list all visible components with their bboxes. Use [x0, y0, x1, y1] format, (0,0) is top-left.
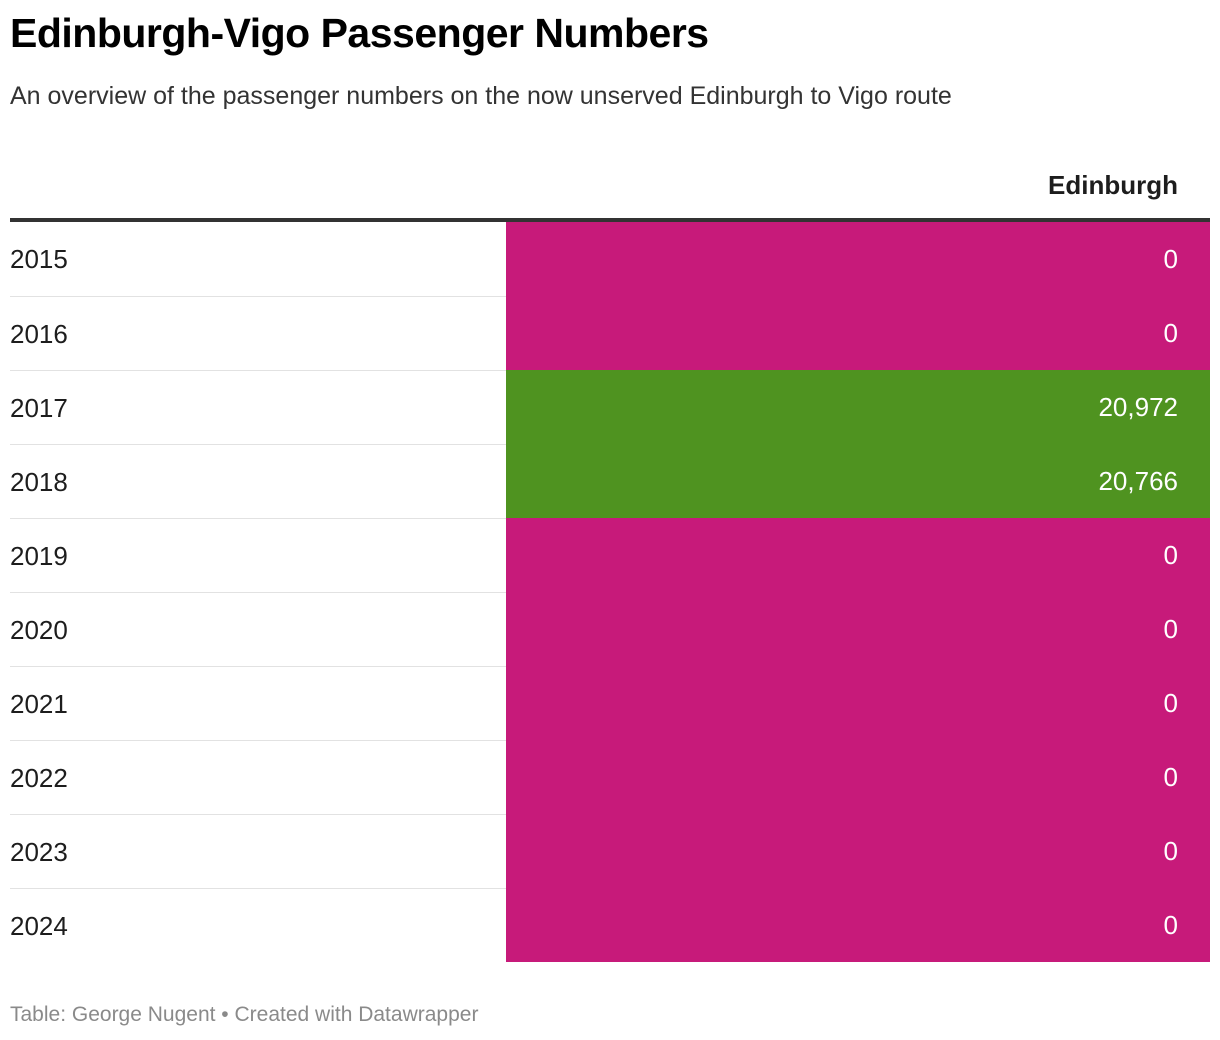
column-header-edinburgh[interactable]: Edinburgh [1048, 170, 1178, 200]
value-cell: 0 [506, 740, 1210, 814]
year-cell: 2017 [10, 370, 506, 444]
value-cell: 20,766 [506, 444, 1210, 518]
table-row: 2022 0 [10, 740, 1210, 814]
value-cell: 0 [506, 814, 1210, 888]
chart-title: Edinburgh-Vigo Passenger Numbers [10, 10, 709, 56]
table-row: 2019 0 [10, 518, 1210, 592]
table-row: 2021 0 [10, 666, 1210, 740]
table-header: Edinburgh [10, 150, 1210, 222]
year-cell: 2023 [10, 814, 506, 888]
year-cell: 2021 [10, 666, 506, 740]
value-cell: 0 [506, 518, 1210, 592]
table-body: 2015 0 2016 0 2017 20,972 2018 20,766 20… [10, 222, 1210, 962]
value-cell: 0 [506, 888, 1210, 962]
chart-subtitle: An overview of the passenger numbers on … [10, 82, 952, 110]
table-row: 2017 20,972 [10, 370, 1210, 444]
year-cell: 2018 [10, 444, 506, 518]
table-row: 2024 0 [10, 888, 1210, 962]
year-cell: 2016 [10, 296, 506, 370]
table-row: 2018 20,766 [10, 444, 1210, 518]
value-cell: 20,972 [506, 370, 1210, 444]
table-row: 2015 0 [10, 222, 1210, 296]
year-cell: 2020 [10, 592, 506, 666]
source-footer: Table: George Nugent • Created with Data… [10, 1003, 479, 1026]
value-cell: 0 [506, 296, 1210, 370]
year-cell: 2024 [10, 888, 506, 962]
table-row: 2020 0 [10, 592, 1210, 666]
data-table: Edinburgh 2015 0 2016 0 2017 20,972 2018… [10, 150, 1210, 962]
table-row: 2016 0 [10, 296, 1210, 370]
value-cell: 0 [506, 592, 1210, 666]
year-cell: 2019 [10, 518, 506, 592]
year-cell: 2015 [10, 244, 68, 274]
value-cell: 0 [506, 666, 1210, 740]
table-row: 2023 0 [10, 814, 1210, 888]
value-cell: 0 [506, 222, 1210, 296]
year-cell: 2022 [10, 740, 506, 814]
